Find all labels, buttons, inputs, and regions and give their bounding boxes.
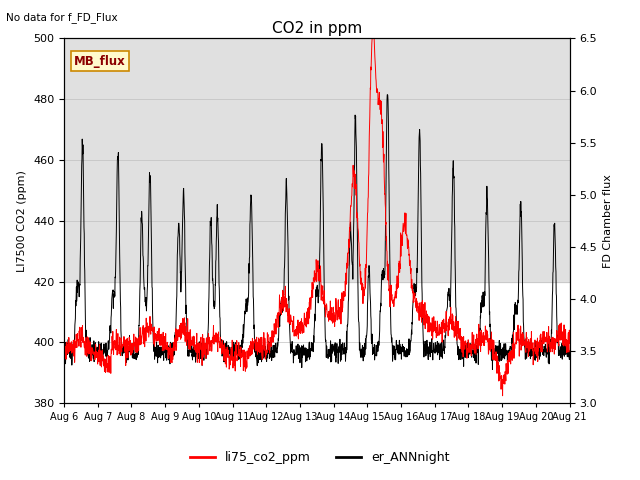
Text: MB_flux: MB_flux — [74, 55, 126, 68]
Legend: li75_co2_ppm, er_ANNnight: li75_co2_ppm, er_ANNnight — [186, 446, 454, 469]
Y-axis label: FD Chamber flux: FD Chamber flux — [603, 174, 612, 268]
Bar — [64, 38, 570, 282]
Y-axis label: LI7500 CO2 (ppm): LI7500 CO2 (ppm) — [17, 170, 28, 272]
Text: No data for f_FD_Flux: No data for f_FD_Flux — [6, 12, 118, 23]
Title: CO2 in ppm: CO2 in ppm — [271, 21, 362, 36]
